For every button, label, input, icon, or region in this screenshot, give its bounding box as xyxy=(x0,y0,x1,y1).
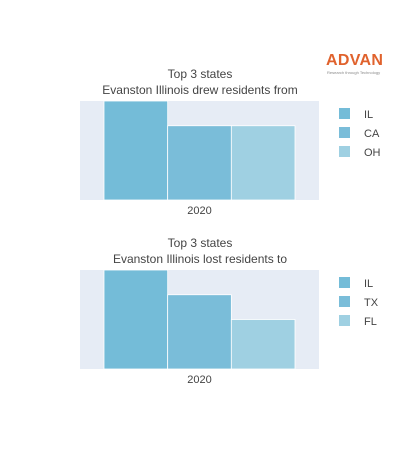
logo-tagline: Research through Technology xyxy=(327,70,381,75)
chart-plot-drew-residents-from: 2020 IL CA OH xyxy=(80,100,381,217)
bar-il xyxy=(103,100,169,201)
chart-drew-residents-from: Top 3 states Evanston Illinois drew resi… xyxy=(0,67,400,237)
bar-oh xyxy=(230,125,296,201)
legend-swatch-il[interactable] xyxy=(339,277,350,288)
bar-il xyxy=(103,269,169,370)
legend-swatch-fl[interactable] xyxy=(339,315,350,326)
chart-plot-lost-residents-to: 2020 IL TX FL xyxy=(80,269,379,386)
legend-label-ca[interactable]: CA xyxy=(364,128,380,140)
legend-swatch-tx[interactable] xyxy=(339,296,350,307)
legend-swatch-ca[interactable] xyxy=(339,127,350,138)
x-tick-label: 2020 xyxy=(187,205,211,217)
chart-lost-residents-to: Top 3 states Evanston Illinois lost resi… xyxy=(0,236,400,406)
legend-swatch-il[interactable] xyxy=(339,108,350,119)
x-tick-label: 2020 xyxy=(187,374,211,386)
chart-title-line1: Top 3 states xyxy=(167,67,233,81)
legend-label-il[interactable]: IL xyxy=(364,278,373,290)
bar-fl xyxy=(230,319,296,370)
chart-title-line2: Evanston Illinois drew residents from xyxy=(102,83,298,97)
bar-tx xyxy=(167,294,232,370)
bar-ca xyxy=(167,125,232,201)
chart-title-line1: Top 3 states xyxy=(167,236,233,250)
logo-wordmark: ADVAN xyxy=(326,52,384,69)
legend-label-tx[interactable]: TX xyxy=(364,297,379,309)
legend-label-il[interactable]: IL xyxy=(364,109,373,121)
legend-swatch-oh[interactable] xyxy=(339,146,350,157)
advan-logo: ADVAN Research through Technology xyxy=(326,52,394,78)
legend-label-fl[interactable]: FL xyxy=(364,316,377,328)
legend-label-oh[interactable]: OH xyxy=(364,147,381,159)
chart-title-line2: Evanston Illinois lost residents to xyxy=(112,252,288,266)
